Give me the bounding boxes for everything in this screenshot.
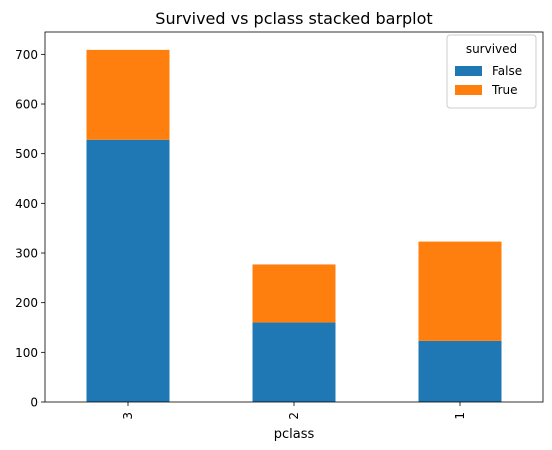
bar-pclass-2-survived-false bbox=[252, 322, 336, 402]
bars-layer bbox=[86, 49, 502, 402]
bar-pclass-3-survived-false bbox=[86, 139, 170, 402]
y-tick-label: 0 bbox=[30, 396, 38, 410]
y-tick-label: 200 bbox=[15, 296, 38, 310]
legend-swatch-false bbox=[455, 66, 482, 76]
x-tick-label: 1 bbox=[453, 412, 467, 420]
y-tick-label: 400 bbox=[15, 197, 38, 211]
y-tick-label: 300 bbox=[15, 247, 38, 261]
legend-label-true: True bbox=[491, 83, 518, 97]
legend-swatch-true bbox=[455, 85, 482, 95]
ticks-layer: 3 2 1 0 100 200 300 400 500 600 700 bbox=[15, 48, 467, 420]
x-tick-label: 3 bbox=[121, 412, 135, 420]
bar-pclass-3-survived-true bbox=[86, 49, 170, 140]
y-tick-label: 600 bbox=[15, 98, 38, 112]
y-tick-label: 100 bbox=[15, 346, 38, 360]
legend: survived False True bbox=[446, 34, 537, 109]
legend-label-false: False bbox=[492, 64, 522, 78]
y-tick-label: 500 bbox=[15, 147, 38, 161]
chart-title: Survived vs pclass stacked barplot bbox=[155, 9, 432, 28]
bar-pclass-2-survived-true bbox=[252, 264, 336, 323]
x-tick-label: 2 bbox=[287, 412, 301, 420]
bar-pclass-1-survived-true bbox=[418, 241, 502, 341]
y-tick-label: 700 bbox=[15, 48, 38, 62]
x-axis-label: pclass bbox=[274, 427, 315, 442]
legend-title: survived bbox=[466, 42, 517, 56]
bar-pclass-1-survived-false bbox=[418, 340, 502, 402]
